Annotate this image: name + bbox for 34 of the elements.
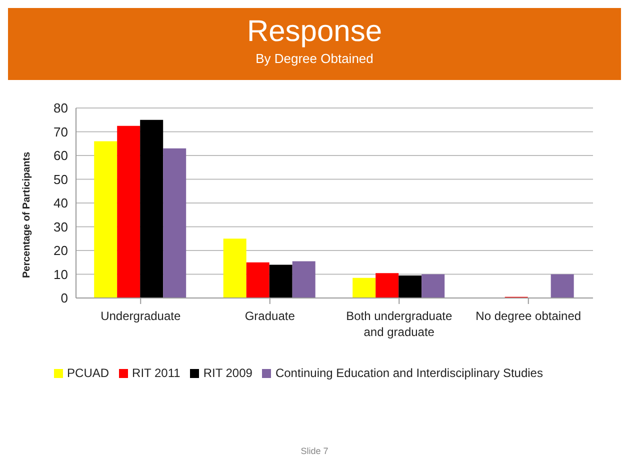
legend-label: RIT 2009 — [203, 366, 252, 380]
chart-subtitle: By Degree Obtained — [254, 50, 374, 68]
y-axis-title: Percentage of Participants — [22, 151, 33, 278]
bar — [352, 278, 376, 298]
x-tick-label: Both undergraduate and graduate — [346, 309, 452, 339]
bar — [550, 274, 574, 298]
bar — [140, 120, 164, 298]
text: Slide 7 — [300, 446, 330, 456]
y-tick-label: 80 — [54, 100, 68, 116]
y-tick-label: 20 — [54, 243, 68, 258]
y-tick-label: 50 — [54, 172, 68, 187]
bar — [292, 261, 316, 298]
bar — [223, 238, 246, 298]
y-tick-label: 70 — [54, 124, 68, 140]
bar — [376, 273, 399, 298]
bar — [269, 264, 292, 298]
legend-label: PCUAD — [67, 366, 110, 380]
bar — [422, 274, 445, 298]
y-tick-label: 40 — [54, 196, 68, 211]
x-tick-label: Graduate — [244, 309, 296, 323]
y-tick-label: 10 — [54, 266, 68, 282]
y-tick-label: 0 — [60, 290, 68, 306]
bar — [246, 262, 270, 298]
x-tick-label: No degree obtained — [476, 309, 582, 323]
legend-label: Continuing Education and Interdisciplinary Studies — [275, 366, 543, 380]
bar — [398, 275, 422, 298]
x-tick-label: Undergraduate — [100, 309, 181, 323]
y-tick-label: 30 — [54, 219, 68, 234]
bar — [117, 126, 140, 298]
chart-title: Response — [246, 14, 384, 50]
bar — [94, 141, 118, 298]
bar — [163, 148, 186, 298]
y-tick-label: 60 — [54, 148, 68, 164]
legend-label: RIT 2011 — [132, 366, 180, 380]
